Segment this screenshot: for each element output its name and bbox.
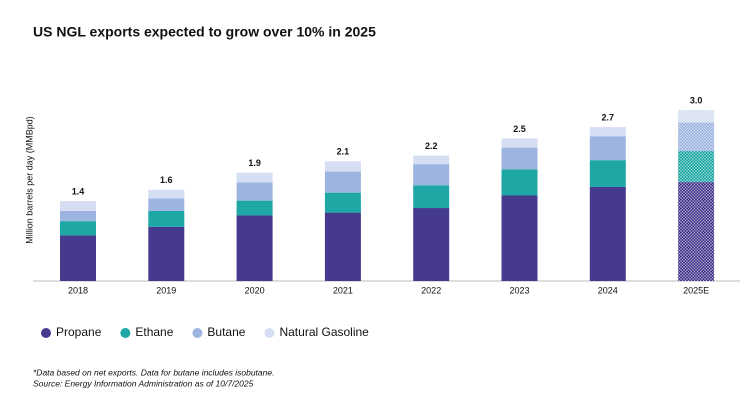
total-label: 2.2 bbox=[425, 141, 438, 151]
bar-segment bbox=[60, 235, 96, 281]
legend-swatch bbox=[120, 328, 131, 338]
legend-swatch bbox=[192, 328, 203, 338]
legend-swatch bbox=[41, 328, 51, 338]
x-tick-label: 2021 bbox=[333, 285, 353, 295]
legend-swatch bbox=[264, 328, 275, 338]
total-label: 1.4 bbox=[72, 187, 85, 197]
x-tick-label: 2023 bbox=[509, 285, 529, 295]
total-label: 2.1 bbox=[337, 147, 350, 157]
bar-segment bbox=[324, 161, 361, 172]
bar-segment bbox=[589, 127, 626, 137]
total-label: 1.6 bbox=[160, 175, 173, 185]
bar-segment bbox=[589, 160, 626, 187]
bar-segment bbox=[236, 200, 273, 216]
bar-segment bbox=[678, 110, 715, 123]
x-tick-label: 2022 bbox=[421, 285, 441, 295]
total-label: 2.5 bbox=[513, 124, 526, 134]
bar-segment bbox=[148, 198, 185, 211]
legend-label: Ethane bbox=[135, 325, 173, 339]
total-label: 3.0 bbox=[690, 95, 703, 105]
legend-label: Natural Gasoline bbox=[279, 325, 369, 339]
bar-segment bbox=[148, 189, 185, 199]
x-tick-label: 2024 bbox=[598, 285, 618, 295]
bar-segment bbox=[60, 221, 96, 236]
bar-segment bbox=[678, 181, 715, 281]
bar-segment bbox=[60, 201, 96, 211]
x-tick-label: 2025E bbox=[683, 285, 709, 295]
legend-label: Butane bbox=[207, 325, 245, 339]
bar-segment bbox=[324, 171, 361, 193]
bar-segment bbox=[148, 226, 185, 281]
bar-segment bbox=[589, 136, 626, 161]
bar-segment bbox=[148, 210, 185, 227]
footnote: Source: Energy Information Administratio… bbox=[33, 378, 254, 388]
bar-segment bbox=[413, 155, 450, 165]
bar-segment bbox=[413, 208, 450, 281]
bar-segment bbox=[324, 192, 361, 213]
legend-label: Propane bbox=[56, 325, 102, 339]
bar-segment bbox=[501, 195, 538, 281]
bar-segment bbox=[678, 151, 715, 182]
bar-segment bbox=[236, 215, 273, 281]
chart-title: US NGL exports expected to grow over 10%… bbox=[33, 24, 376, 40]
bar-segment bbox=[678, 122, 715, 152]
footnote: *Data based on net exports. Data for but… bbox=[33, 367, 274, 377]
bar-segment bbox=[236, 182, 273, 201]
x-tick-label: 2019 bbox=[156, 285, 176, 295]
bar-segment bbox=[413, 185, 450, 209]
bar-segment bbox=[589, 186, 626, 281]
total-label: 1.9 bbox=[248, 158, 261, 168]
bar-segment bbox=[413, 164, 450, 186]
bar-segment bbox=[236, 172, 273, 183]
y-axis-label: Million barrels per day (MMBpd) bbox=[24, 116, 34, 244]
x-tick-label: 2020 bbox=[245, 285, 265, 295]
bar-segment bbox=[324, 212, 361, 281]
bar-segment bbox=[60, 210, 96, 222]
bar-segment bbox=[501, 169, 538, 196]
x-tick-label: 2018 bbox=[68, 285, 88, 295]
bar-segment bbox=[501, 147, 538, 170]
bar-segment bbox=[501, 138, 538, 148]
total-label: 2.7 bbox=[602, 112, 615, 122]
